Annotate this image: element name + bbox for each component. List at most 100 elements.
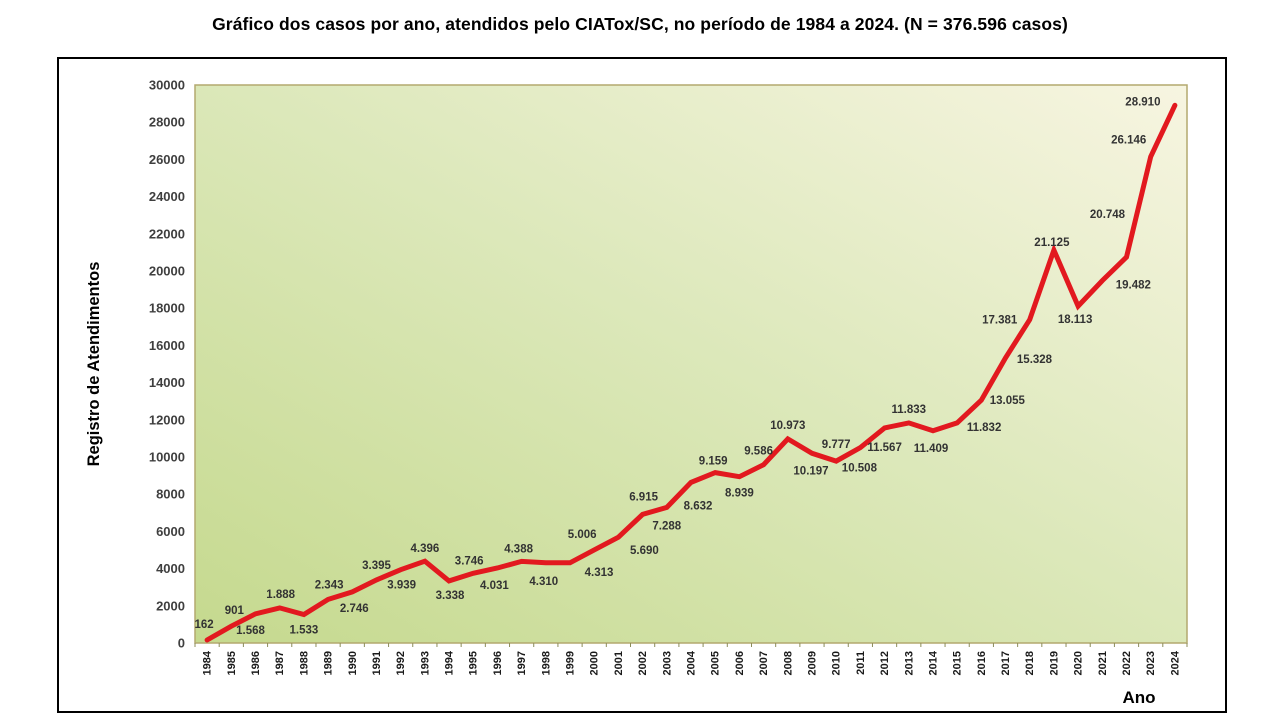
chart-frame: 0 2000 4000 6000 8000 10000 12000 14000 16000 180… (57, 57, 1227, 713)
data-label: 4.031 (480, 580, 509, 592)
x-tick-label: 1991 (371, 651, 383, 675)
y-tick-label: 8000 (156, 487, 185, 502)
data-label: 9.159 (699, 456, 728, 468)
data-label: 2.746 (340, 603, 369, 615)
x-tick-label: 1984 (202, 650, 214, 675)
x-tick-label: 1988 (298, 651, 310, 675)
data-label: 8.939 (725, 488, 754, 500)
chart-title: Gráfico dos casos por ano, atendidos pel… (212, 14, 1068, 34)
x-tick-label: 2022 (1121, 651, 1133, 675)
x-tick-label: 2013 (903, 651, 915, 675)
y-tick-label: 18000 (149, 301, 185, 316)
x-tick-label: 2007 (758, 651, 770, 675)
data-label: 3.939 (387, 580, 416, 592)
data-label: 4.396 (411, 543, 440, 555)
data-label: 1.568 (236, 625, 265, 637)
x-tick-label: 2009 (806, 651, 818, 675)
x-tick-label: 2010 (831, 651, 843, 675)
data-label: 10.508 (842, 463, 878, 475)
y-tick-label: 30000 (149, 78, 185, 93)
x-tick-label: 2008 (782, 651, 794, 675)
x-tick-label: 2000 (589, 651, 601, 675)
data-label: 28.910 (1125, 96, 1160, 108)
x-tick-label: 1994 (444, 650, 456, 675)
data-label: 6.915 (629, 491, 658, 503)
y-tick-label: 2000 (156, 598, 185, 613)
x-tick-label: 1985 (226, 651, 238, 675)
data-label: 9.777 (822, 439, 851, 451)
series-line (204, 102, 1178, 643)
y-tick-label: 20000 (149, 264, 185, 279)
data-label: 11.409 (914, 443, 949, 455)
x-tick-label: 2012 (879, 651, 891, 675)
data-label: 3.746 (455, 555, 484, 567)
y-tick-label: 28000 (149, 115, 185, 130)
data-label: 4.313 (585, 567, 614, 579)
data-label: 18.113 (1058, 314, 1093, 326)
x-tick-label: 1995 (468, 651, 480, 675)
y-tick-label: 10000 (149, 450, 185, 465)
x-tick-label: 1987 (274, 651, 286, 675)
y-tick-label: 22000 (149, 226, 185, 241)
data-label: 11.833 (892, 404, 927, 416)
data-label: 10.197 (793, 465, 828, 477)
data-label: 26.146 (1111, 135, 1146, 147)
x-tick-label: 1999 (565, 651, 577, 675)
y-axis-title: Registro de Atendimentos (85, 262, 103, 467)
y-tick-label: 24000 (149, 189, 185, 204)
y-tick-label: 12000 (149, 412, 185, 427)
x-tick-label: 1986 (250, 651, 262, 675)
x-tick-label: 2020 (1073, 651, 1085, 675)
y-tick-label: 6000 (156, 524, 185, 539)
data-label: 162 (195, 619, 214, 631)
x-tick-label: 1998 (540, 651, 552, 675)
x-tick-label: 2021 (1097, 651, 1109, 675)
data-label: 5.690 (630, 545, 659, 557)
data-label: 2.343 (315, 579, 344, 591)
data-label: 7.288 (652, 520, 681, 532)
y-tick-label: 26000 (149, 152, 185, 167)
x-tick-label: 1990 (347, 651, 359, 675)
x-tick-label: 2016 (976, 651, 988, 675)
x-tick-label: 2004 (686, 650, 698, 675)
data-label: 1.533 (290, 625, 319, 637)
y-tick-label: 4000 (156, 561, 185, 576)
line-chart: 0 2000 4000 6000 8000 10000 12000 14000 16000 180… (85, 78, 1188, 707)
x-tick-label: 2014 (927, 650, 939, 675)
data-label: 8.632 (684, 500, 713, 512)
data-label: 15.328 (1017, 354, 1053, 366)
data-label: 5.006 (568, 529, 597, 541)
data-label: 19.482 (1116, 280, 1151, 292)
x-tick-label: 1992 (395, 651, 407, 675)
data-label: 1.888 (266, 589, 295, 601)
y-tick-label: 14000 (149, 375, 185, 390)
x-axis-title: Ano (1122, 688, 1155, 707)
data-label: 13.055 (990, 395, 1026, 407)
x-tick-label: 2003 (661, 651, 673, 675)
x-tick-label: 1993 (419, 651, 431, 675)
data-label: 20.748 (1090, 209, 1126, 221)
x-tick-label: 1997 (516, 651, 528, 675)
x-tick-label: 2005 (710, 651, 722, 675)
y-tick-label: 16000 (149, 338, 185, 353)
data-label: 4.388 (504, 543, 533, 555)
y-tick-label: 0 (178, 636, 185, 651)
data-label: 9.586 (744, 446, 773, 458)
x-tick-label: 1996 (492, 651, 504, 675)
data-label: 4.310 (529, 576, 558, 588)
data-label: 11.832 (967, 422, 1002, 434)
data-label: 11.567 (867, 442, 902, 454)
data-label: 10.973 (770, 420, 805, 432)
x-tick-label: 2024 (1169, 650, 1181, 675)
data-label: 21.125 (1034, 237, 1070, 249)
x-tick-label: 2019 (1048, 651, 1060, 675)
x-tick-label: 2006 (734, 651, 746, 675)
x-tick-label: 2002 (637, 651, 649, 675)
plot-area (194, 84, 1188, 644)
x-tick-label: 2018 (1024, 651, 1036, 675)
x-tick-label: 2017 (1000, 651, 1012, 675)
x-tick-label: 1989 (323, 651, 335, 675)
data-label: 17.381 (982, 315, 1018, 327)
x-tick-label: 2015 (952, 651, 964, 675)
data-label: 901 (225, 605, 245, 617)
